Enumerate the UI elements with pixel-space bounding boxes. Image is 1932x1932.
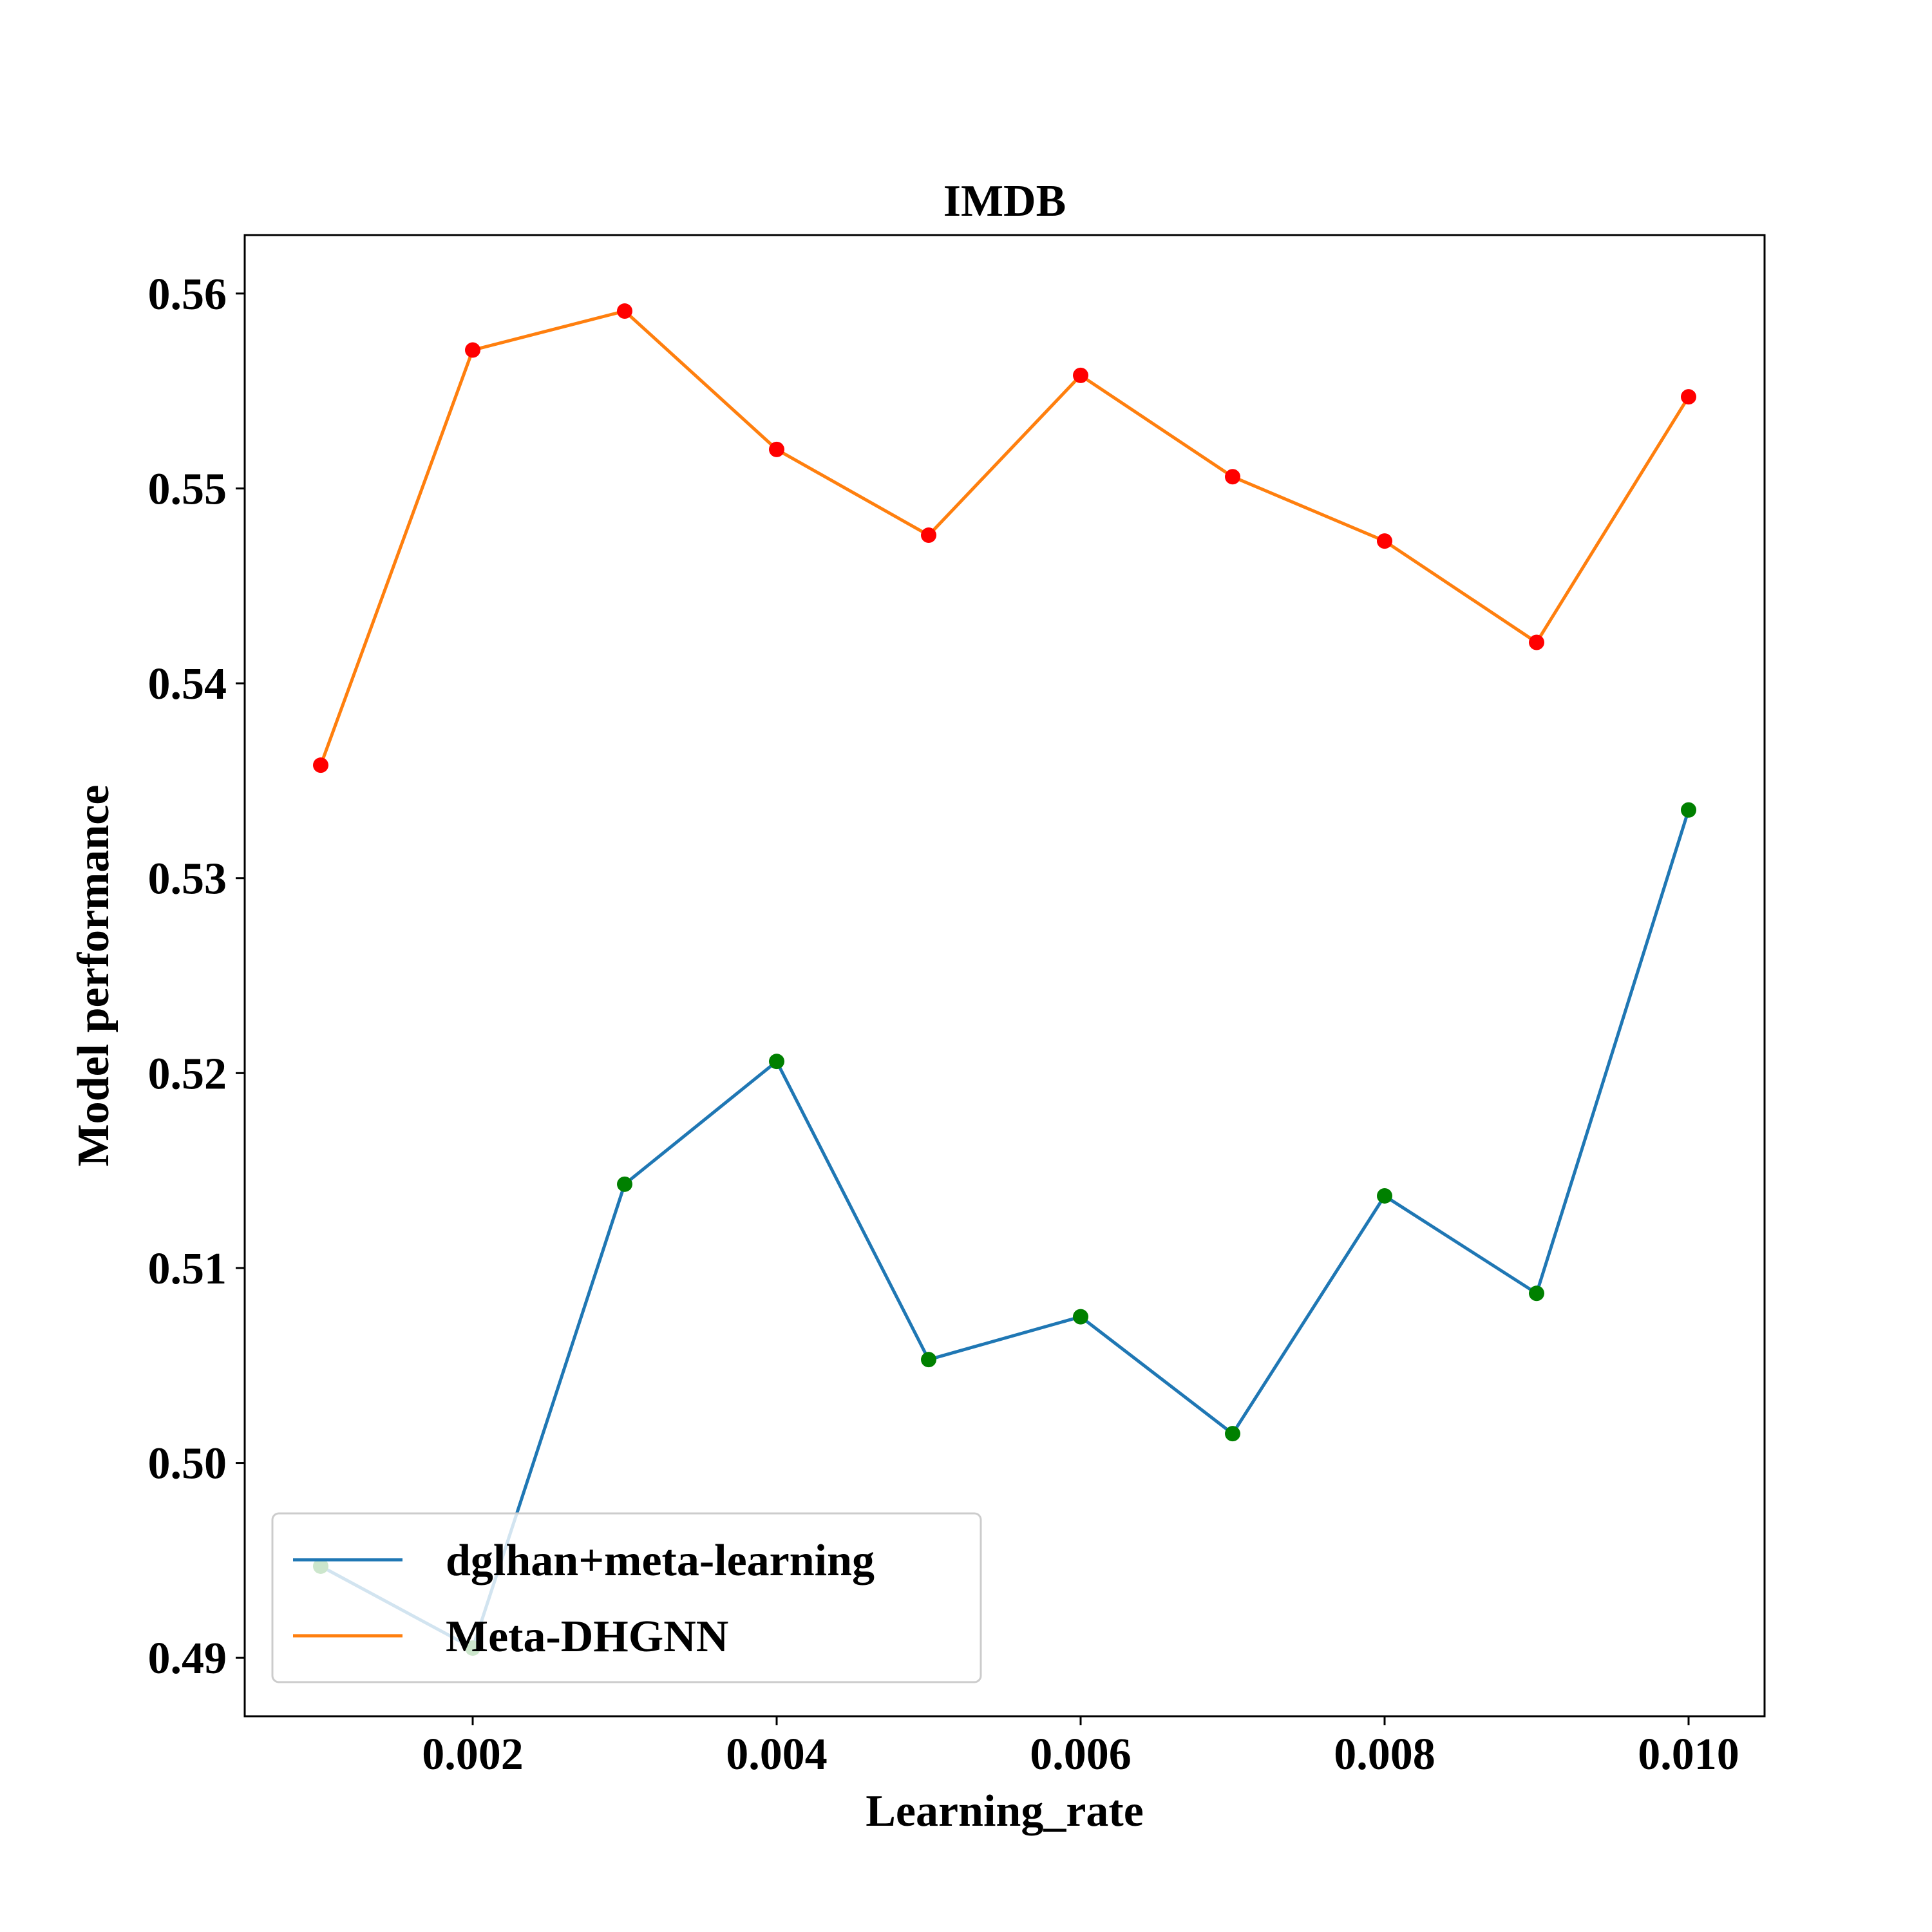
data-point: [465, 342, 480, 358]
x-tick-label: 0.006: [1030, 1730, 1132, 1779]
legend-label: Meta-DHGNN: [446, 1612, 728, 1662]
plot-background: [245, 235, 1765, 1716]
chart-title: IMDB: [943, 176, 1066, 226]
data-point: [313, 757, 328, 773]
data-point: [1377, 1188, 1392, 1204]
y-tick-label: 0.49: [148, 1634, 227, 1683]
x-tick-label: 0.010: [1638, 1730, 1739, 1779]
data-point: [617, 303, 632, 319]
data-point: [769, 1054, 784, 1070]
series-line-0: [319, 810, 1690, 1650]
x-tick-label: 0.004: [726, 1730, 828, 1779]
series-line-1: [319, 309, 1690, 766]
data-point: [1529, 1285, 1544, 1302]
y-tick-label: 0.51: [148, 1244, 227, 1294]
legend: dglhan+meta-learning Meta-DHGNN: [271, 1512, 982, 1683]
y-tick-label: 0.55: [148, 464, 227, 514]
y-tick-label: 0.52: [148, 1049, 227, 1099]
data-point: [1681, 802, 1696, 818]
data-point: [1225, 1426, 1240, 1442]
x-tick-label: 0.002: [422, 1730, 524, 1779]
data-point: [1225, 469, 1240, 485]
legend-box: [271, 1512, 982, 1683]
y-axis-label: Model performance: [69, 785, 118, 1167]
legend-label: dglhan+meta-learning: [446, 1536, 875, 1586]
data-point: [1377, 533, 1392, 549]
x-axis: 0.002 0.004 0.006 0.008 0.010: [422, 1716, 1739, 1779]
data-point: [921, 527, 936, 544]
y-tick-label: 0.53: [148, 855, 227, 904]
data-point: [769, 441, 784, 457]
y-tick-label: 0.54: [148, 659, 227, 709]
data-point: [617, 1176, 632, 1192]
data-point: [1681, 389, 1696, 405]
data-point: [921, 1352, 936, 1368]
data-point: [1073, 1309, 1088, 1325]
plot-frame: [243, 234, 1766, 1718]
x-axis-label: Learning_rate: [866, 1786, 1144, 1836]
x-tick-label: 0.008: [1334, 1730, 1435, 1779]
data-point: [1073, 367, 1088, 383]
y-tick-label: 0.56: [148, 270, 227, 319]
data-point: [1529, 634, 1544, 650]
y-tick-label: 0.50: [148, 1439, 227, 1489]
y-axis: 0.49 0.50 0.51 0.52 0.53 0.54 0.55 0.56: [148, 270, 245, 1683]
